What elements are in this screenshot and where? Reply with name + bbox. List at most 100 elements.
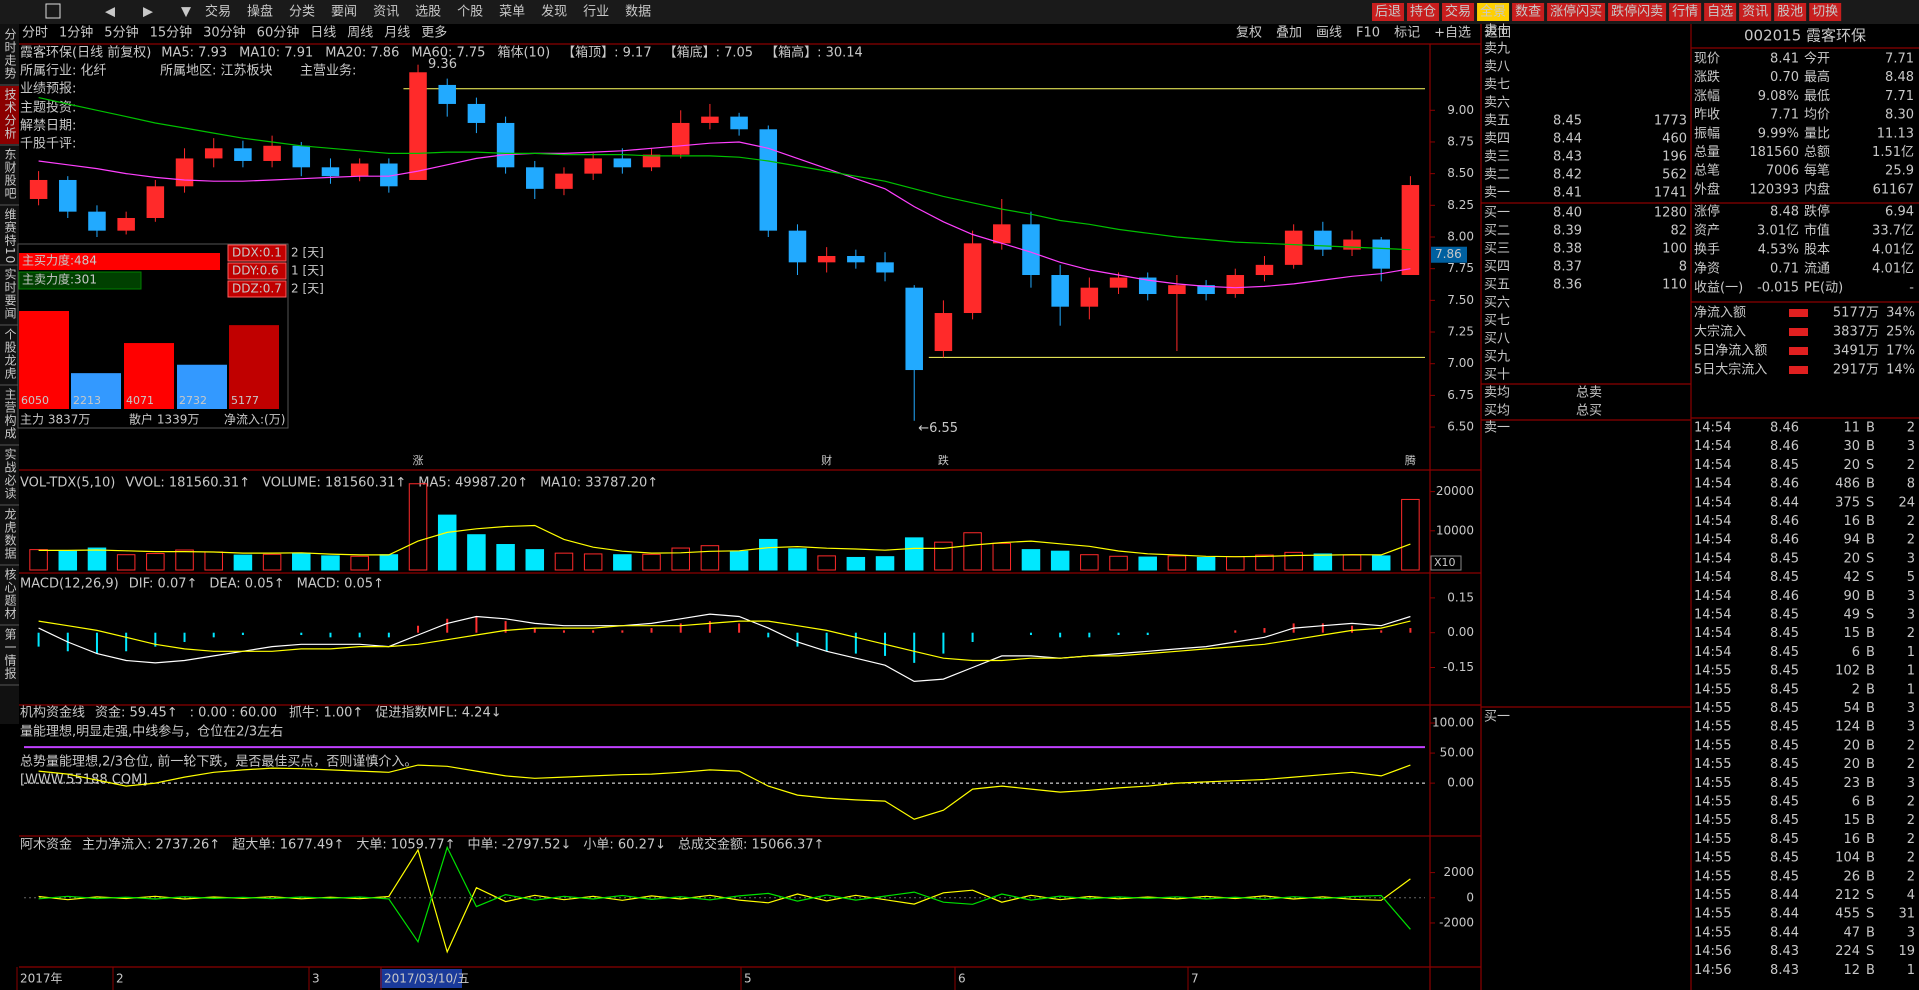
menu-item[interactable]: 发现 [541,4,567,20]
menu-item[interactable]: 选股 [415,5,441,20]
trade-price: 8.46 [1770,589,1799,604]
stat-label: 总笔 [1694,163,1720,179]
period-tab[interactable]: 分时 [22,26,48,41]
sidebar-tab[interactable]: 分时走势 [3,28,17,80]
trade-volume: 94 [1843,533,1860,548]
toolbar-button-label[interactable]: 全景 [1480,4,1506,20]
toolbar-button-label[interactable]: 涨停闪买 [1550,4,1602,20]
period-tab[interactable]: 5分钟 [104,25,138,41]
trade-volume: 16 [1843,832,1860,847]
trade-time: 14:55 [1694,813,1731,828]
chart-tool[interactable]: 复权 [1236,25,1262,41]
toolbar-button-label[interactable]: 股池 [1777,5,1803,20]
toolbar-button-label[interactable]: 资讯 [1742,5,1768,20]
menu-item[interactable]: 操盘 [247,4,273,20]
period-tab[interactable]: 日线 [310,26,336,41]
toolbar-button[interactable] [1477,3,1510,21]
period-tab[interactable]: 15分钟 [150,25,193,41]
toolbar-button[interactable] [1809,3,1842,21]
menu-item[interactable]: 行业 [583,5,609,20]
chart-tool[interactable]: 画线 [1316,26,1342,41]
stat-label: 涨停 [1694,204,1720,220]
toolbar-button[interactable] [1407,3,1440,21]
chart-tool[interactable]: F10 [1356,26,1380,41]
toolbar-button[interactable] [1372,3,1405,21]
toolbar-button-label[interactable]: 持仓 [1410,5,1436,20]
menu-item[interactable]: 菜单 [499,5,525,20]
sidebar-tab[interactable]: 东财股吧 [3,148,17,200]
menu-item[interactable]: 要闻 [331,5,357,20]
chart-tool[interactable]: 叠加 [1276,26,1302,41]
nav-button[interactable]: ▶ [143,5,153,20]
candle-body [1314,230,1332,250]
stat-label: 总额 [1804,145,1830,160]
sidebar-tab[interactable]: 实战必读 [3,447,17,500]
trade-price: 8.45 [1770,832,1799,847]
toolbar-button[interactable] [1669,3,1702,21]
ma-line [38,141,1411,289]
toolbar-button[interactable] [1547,3,1606,21]
candle-body [905,287,923,371]
trade-time: 14:55 [1694,664,1731,679]
toolbar-button-label[interactable]: 交易 [1445,4,1471,20]
trade-volume: 20 [1843,738,1860,753]
y-tick-label: 7.25 [1447,325,1474,339]
period-tab[interactable]: 更多 [421,25,447,41]
volume-bar [87,547,107,571]
legend-item: 【箱顶】: 9.17 [562,45,651,61]
trade-time: 14:54 [1694,421,1731,436]
order-price: 8.43 [1553,150,1582,165]
order-level: 卖五 [1484,114,1510,129]
sidebar-tab[interactable]: 龙虎数据 [3,508,17,560]
sidebar-tab[interactable]: 核心题材 [3,568,17,620]
volume-bar [554,552,574,571]
menu-item[interactable]: 分类 [289,5,315,20]
trade-price: 8.45 [1770,608,1799,623]
chart-tool[interactable]: 返回 [1485,26,1511,41]
order-total: 总卖 [1576,386,1602,401]
low-annotation: ←6.55 [918,421,958,436]
toolbar-button[interactable] [1704,3,1737,21]
period-tab[interactable]: 30分钟 [203,25,246,41]
home-button[interactable] [45,3,61,19]
period-tab[interactable]: 月线 [384,26,410,41]
toolbar-button[interactable] [1442,3,1475,21]
x-date-label: 6 [958,972,966,986]
toolbar-button-label[interactable]: 行情 [1672,5,1698,20]
period-tab[interactable]: 60分钟 [257,25,300,41]
y-tick-label: 7.00 [1447,356,1474,370]
sidebar-tab[interactable]: 实时要闻 [3,267,17,320]
menu-item[interactable]: 交易 [205,4,231,20]
nav-button[interactable]: ◀ [105,5,115,20]
sidebar-tab[interactable]: 维赛特10 [3,208,17,265]
sidebar-tab[interactable]: 技术分析 [3,88,17,140]
sidebar-tab[interactable]: 个股龙虎 [3,328,17,380]
legend-item: 抓牛: 1.00↑ [289,706,363,721]
chart-tool[interactable]: +自选 [1434,26,1471,41]
period-tab[interactable]: 周线 [347,26,373,41]
toolbar-button-label[interactable]: 切换 [1812,5,1838,20]
stat-label: 收益(一) [1694,281,1743,296]
toolbar-button-label[interactable]: 数查 [1515,5,1541,20]
toolbar-button[interactable] [1739,3,1772,21]
toolbar-button-label[interactable]: 后退 [1375,5,1401,20]
toolbar-button-label[interactable]: 自选 [1707,5,1733,20]
toolbar-button[interactable] [1512,3,1545,21]
toolbar-button-label[interactable]: 跌停闪卖 [1611,4,1663,20]
toolbar-button[interactable] [1608,3,1667,21]
chart-tool[interactable]: 标记 [1394,26,1420,41]
stat-label: 流通 [1804,262,1830,277]
trade-price: 8.44 [1770,907,1799,922]
period-tab[interactable]: 1分钟 [59,25,93,41]
menu-item[interactable]: 数据 [625,5,651,20]
trade-count: 2 [1907,626,1915,641]
order-level: 卖一 [1484,186,1510,201]
trade-count: 3 [1907,589,1915,604]
menu-item[interactable]: 个股 [457,5,483,20]
flow-bar-label: 4071 [126,394,154,407]
toolbar-button[interactable] [1774,3,1807,21]
sidebar-tab[interactable]: 主营构成 [3,388,17,440]
sidebar-tab[interactable]: 第一情报 [3,628,17,680]
menu-item[interactable]: 资讯 [373,5,399,20]
nav-button[interactable]: ▼ [181,5,191,20]
